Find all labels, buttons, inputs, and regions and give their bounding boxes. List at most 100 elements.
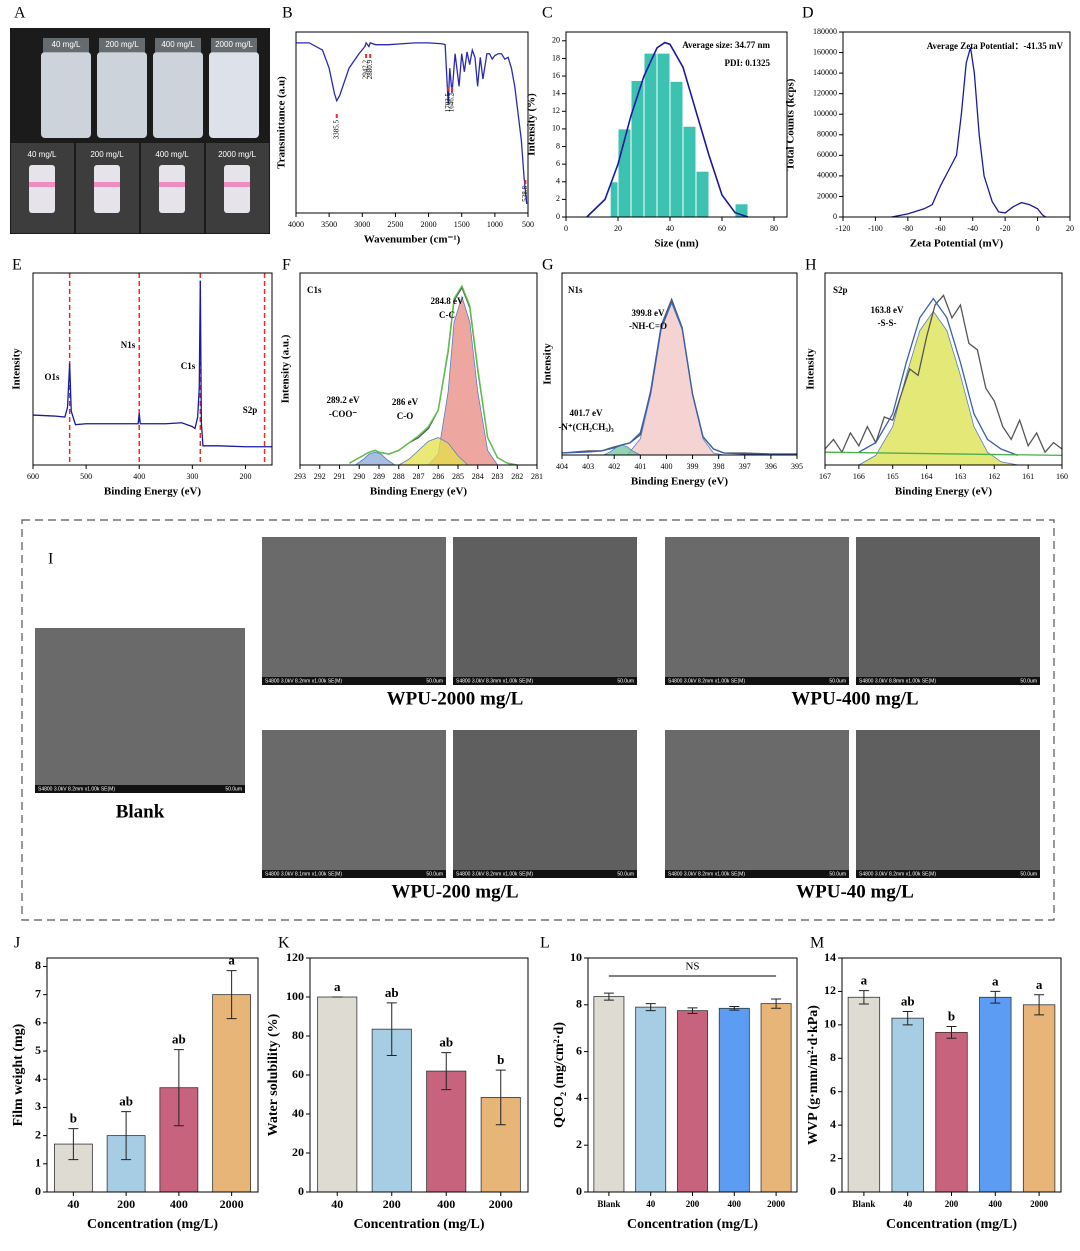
y-tick-label: 8 <box>35 958 41 972</box>
y-tick-label: 0 <box>833 212 837 221</box>
x-tick-label: 401 <box>634 462 646 471</box>
vial <box>97 52 147 138</box>
x-tick-label: 80 <box>770 224 778 233</box>
vial-label: 200 mg/L <box>90 150 124 159</box>
x-tick-label: 396 <box>765 462 777 471</box>
annotation: S2p <box>833 285 848 295</box>
y-tick-label: 80 <box>292 1028 304 1042</box>
bar <box>847 996 881 1193</box>
y-tick-label: 8 <box>576 997 582 1011</box>
y-tick-label: 0 <box>576 1184 582 1198</box>
y-tick-label: 120000 <box>813 88 837 97</box>
y-axis-title: Intensity <box>542 343 554 385</box>
x-tick-label: 40 <box>646 1199 656 1209</box>
x-tick-label: 200 <box>383 1197 401 1211</box>
light-band <box>94 182 120 187</box>
y-tick-label: 14 <box>552 88 560 97</box>
panel-label: J <box>14 935 20 952</box>
x-tick-label: Blank <box>597 1199 620 1209</box>
y-tick-label: 8 <box>556 141 560 150</box>
bar <box>718 1007 750 1193</box>
x-axis-title: Concentration (mg/L) <box>627 1217 758 1232</box>
bar <box>635 1006 667 1193</box>
y-tick-label: 180000 <box>813 27 837 36</box>
sem-scale: 50.0um <box>617 871 634 877</box>
bar <box>317 996 358 1193</box>
annotation: Average size: 34.77 nm <box>682 40 770 50</box>
y-tick-label: 6 <box>830 1083 836 1097</box>
y-axis-title: Intensity (%) <box>526 93 538 156</box>
x-tick-label: 165 <box>887 472 899 481</box>
x-tick-label: -60 <box>935 224 946 233</box>
peak-label: 1703.5 <box>444 93 452 113</box>
histogram-bar <box>682 125 697 218</box>
x-axis-title: Binding Energy (eV) <box>370 486 468 498</box>
peak-area <box>354 451 397 466</box>
annotation: C-C <box>439 310 455 320</box>
annotation: C1s <box>307 285 322 295</box>
peak-label: 1646.2 <box>448 93 456 113</box>
annotation: NS <box>685 961 699 973</box>
x-axis-title: Zeta Potential (mV) <box>910 238 1004 250</box>
significance-letter: ab <box>119 1094 133 1109</box>
bar <box>1022 1004 1056 1193</box>
sem-scale: 50.0um <box>426 871 443 877</box>
y-tick-label: 80000 <box>817 130 837 139</box>
reference-label: C1s <box>181 361 196 371</box>
x-tick-label: 400 <box>170 1197 188 1211</box>
significance-letter: a <box>1036 977 1043 992</box>
x-tick-label: 400 <box>133 472 145 481</box>
annotation: 401.7 eV <box>570 408 603 418</box>
light-band <box>159 182 185 187</box>
significance-letter: b <box>70 1111 77 1126</box>
panel-label: F <box>282 257 291 274</box>
y-tick-label: 10 <box>570 950 582 964</box>
y-tick-label: 2 <box>576 1137 582 1151</box>
significance-letter: ab <box>439 1035 453 1050</box>
sem-info-bar <box>453 677 637 685</box>
y-tick-label: 120 <box>286 950 304 964</box>
x-tick-label: 292 <box>314 472 326 481</box>
x-tick-label: 40 <box>903 1199 913 1209</box>
sem-info: S4800 3.0kV 8.2mm x1.00k SE(M) <box>668 678 745 684</box>
y-tick-label: 6 <box>576 1043 582 1057</box>
light-band <box>224 182 250 187</box>
y-tick-label: 0 <box>298 1184 304 1198</box>
panel-label: D <box>802 5 814 22</box>
y-tick-label: 40000 <box>817 171 837 180</box>
x-axis-title: Binding Energy (eV) <box>631 476 729 488</box>
significance-letter: b <box>497 1052 504 1067</box>
panel-label: G <box>542 257 554 274</box>
y-tick-label: 1 <box>35 1156 41 1170</box>
vial <box>159 165 185 213</box>
error-bar <box>729 1005 740 1011</box>
x-axis-title: Concentration (mg/L) <box>353 1217 484 1232</box>
data-line <box>824 294 1063 454</box>
reference-label: S2p <box>243 405 258 415</box>
vial-neck <box>43 38 89 53</box>
sem-image <box>262 730 446 878</box>
panel-label: K <box>278 935 290 952</box>
sem-image <box>665 730 849 878</box>
y-tick-label: 20 <box>552 36 560 45</box>
x-tick-label: 284 <box>472 472 484 481</box>
x-tick-label: 161 <box>1022 472 1034 481</box>
y-tick-label: 20 <box>292 1145 304 1159</box>
data-line <box>32 280 272 448</box>
vial-neck <box>211 38 257 53</box>
x-tick-label: 163 <box>954 472 966 481</box>
sem-image <box>262 537 446 685</box>
x-axis-title: Size (nm) <box>654 238 699 250</box>
error-bar <box>687 1007 698 1014</box>
x-tick-label: -120 <box>836 224 851 233</box>
data-line <box>824 451 1063 457</box>
y-tick-label: 4 <box>576 1090 582 1104</box>
peak-area <box>397 437 469 466</box>
x-tick-label: 40 <box>67 1197 79 1211</box>
y-tick-label: 14 <box>824 950 836 964</box>
sem-caption: WPU-40 mg/L <box>796 881 914 902</box>
y-tick-label: 40 <box>292 1106 304 1120</box>
x-tick-label: 403 <box>582 462 594 471</box>
y-tick-label: 2 <box>830 1150 836 1164</box>
sem-info: S4800 3.0kV 8.2mm x1.00k SE(M) <box>38 786 115 792</box>
